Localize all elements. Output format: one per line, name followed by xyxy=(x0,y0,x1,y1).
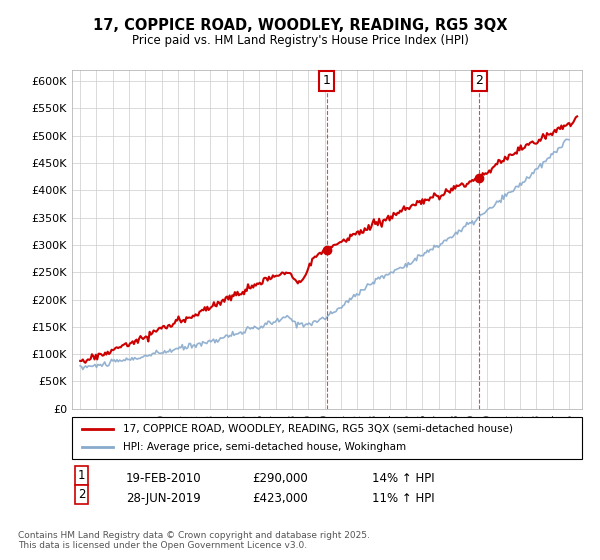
Text: 2: 2 xyxy=(78,488,86,501)
Text: 14% ↑ HPI: 14% ↑ HPI xyxy=(372,472,434,486)
Text: £290,000: £290,000 xyxy=(252,472,308,486)
Text: 1: 1 xyxy=(78,469,86,482)
Text: 1: 1 xyxy=(323,74,331,87)
Text: 19-FEB-2010: 19-FEB-2010 xyxy=(126,472,202,486)
Text: 17, COPPICE ROAD, WOODLEY, READING, RG5 3QX: 17, COPPICE ROAD, WOODLEY, READING, RG5 … xyxy=(93,18,507,32)
Text: £423,000: £423,000 xyxy=(252,492,308,505)
Text: 11% ↑ HPI: 11% ↑ HPI xyxy=(372,492,434,505)
Text: Price paid vs. HM Land Registry's House Price Index (HPI): Price paid vs. HM Land Registry's House … xyxy=(131,34,469,47)
FancyBboxPatch shape xyxy=(72,417,582,459)
Text: Contains HM Land Registry data © Crown copyright and database right 2025.
This d: Contains HM Land Registry data © Crown c… xyxy=(18,530,370,550)
Text: 2: 2 xyxy=(475,74,483,87)
Text: 28-JUN-2019: 28-JUN-2019 xyxy=(126,492,201,505)
Text: 17, COPPICE ROAD, WOODLEY, READING, RG5 3QX (semi-detached house): 17, COPPICE ROAD, WOODLEY, READING, RG5 … xyxy=(123,424,513,434)
Text: HPI: Average price, semi-detached house, Wokingham: HPI: Average price, semi-detached house,… xyxy=(123,442,406,452)
